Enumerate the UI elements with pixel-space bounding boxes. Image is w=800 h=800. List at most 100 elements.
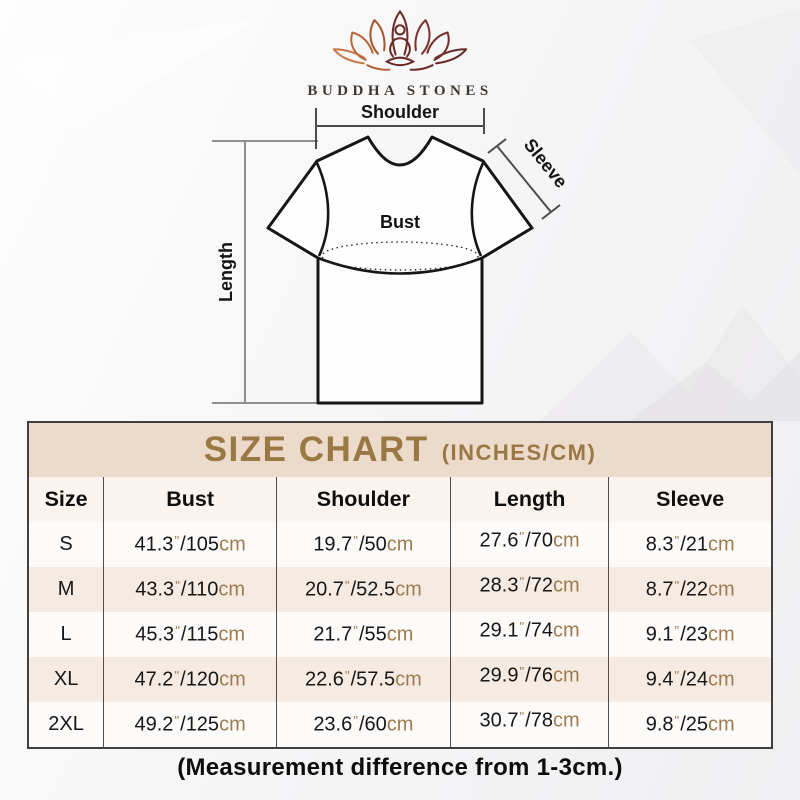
cm-value: 24 [685,668,709,691]
inches-value: 9.8 [645,713,674,736]
measurement: 45.3"/115cm [135,623,245,647]
separator: / [525,619,531,642]
inch-unit: " [174,532,180,548]
cell-2xl-shoulder: 23.6"/60cm [276,702,450,747]
inch-unit: " [519,618,525,634]
measurement: 20.7"/52.5cm [305,578,422,602]
inches-value: 29.9 [479,664,519,687]
separator: / [680,713,686,736]
inches-value: 29.1 [479,619,519,642]
inch-unit: " [519,573,525,589]
cm-unit: cm [386,713,414,736]
measurement: 9.8"/25cm [646,713,735,737]
cell-m-bust: 43.3"/110cm [103,567,277,612]
measurement-tolerance-note: (Measurement difference from 1-3cm.) [177,754,623,781]
column-header-bust: Bust [103,477,277,522]
measurement: 43.3"/110cm [135,578,245,602]
cell-l-length: 29.1"/74cm [449,612,609,657]
cm-value: 55 [364,623,387,646]
cm-unit: cm [708,533,735,556]
measurement: 21.7"/55cm [313,623,413,647]
separator: / [680,623,686,646]
cell-size-s: S [29,522,104,567]
cm-unit: cm [219,668,246,691]
inch-unit: " [519,528,525,544]
cell-size-l: L [29,612,104,657]
cell-xl-length: 29.9"/76cm [449,657,609,702]
inch-unit: " [674,577,680,593]
measurement: 41.3"/105cm [135,533,246,557]
cm-value: 57.5 [356,668,396,691]
cm-value: 78 [530,709,553,732]
inches-value: 45.3 [135,623,175,646]
size-chart-title: SIZE CHART [203,430,429,469]
cm-unit: cm [219,533,246,556]
separator: / [525,574,531,597]
cell-m-sleeve: 8.7"/22cm [608,567,771,612]
cm-unit: cm [552,619,580,642]
cm-unit: cm [386,623,414,646]
column-header-length: Length [449,477,609,522]
separator: / [358,623,365,646]
inches-value: 30.7 [479,709,519,732]
measurement: 47.2"/120cm [135,668,246,692]
cm-value: 70 [530,529,553,552]
tshirt-measurement-diagram: Shoulder Bust Length Sleeve [212,102,571,405]
size-chart-title-units: (INCHES/CM) [441,439,597,465]
measurement: 30.7"/78cm [480,709,580,733]
inch-unit: " [674,622,680,638]
shoulder-measure-line [315,108,485,149]
cell-l-shoulder: 21.7"/55cm [276,612,450,657]
cm-value: 110 [186,578,219,601]
separator: / [180,623,187,646]
cell-2xl-bust: 49.2"/125cm [103,702,277,747]
cell-xl-shoulder: 22.6"/57.5cm [276,657,450,702]
cm-unit: cm [386,533,414,556]
cm-value: 60 [364,713,387,736]
measurement: 9.4"/24cm [646,668,735,692]
cm-value: 105 [185,533,220,556]
separator: / [180,713,186,736]
meditating-figure [384,24,416,67]
cm-value: 25 [685,713,709,736]
cm-unit: cm [552,529,580,552]
inches-value: 49.2 [134,713,174,736]
inch-unit: " [674,667,680,683]
measurement: 29.9"/76cm [480,664,580,688]
cm-unit: cm [218,623,245,646]
measurement: 22.6"/57.5cm [305,668,422,692]
column-header-shoulder: Shoulder [276,477,450,522]
cm-value: 72 [530,574,553,597]
cell-m-shoulder: 20.7"/52.5cm [276,567,450,612]
inches-value: 23.6 [313,713,353,736]
measurement: 28.3"/72cm [480,574,580,598]
separator: / [680,533,686,556]
inches-value: 28.3 [479,574,519,597]
size-table: Size Bust Shoulder Length Sleeve S 41.3"… [29,477,771,747]
measurement: 49.2"/125cm [135,713,246,737]
shoulder-label: Shoulder [361,102,439,122]
cm-value: 52.5 [356,578,396,601]
size-chart-title-bar: SIZE CHART (INCHES/CM) [29,423,771,477]
cm-unit: cm [219,713,246,736]
cell-l-sleeve: 9.1"/23cm [608,612,771,657]
cell-size-2xl: 2XL [29,702,104,747]
cell-2xl-length: 30.7"/78cm [449,702,609,747]
cell-2xl-sleeve: 9.8"/25cm [608,702,771,747]
inch-unit: " [353,532,358,548]
measurement: 23.6"/60cm [313,713,413,737]
inches-value: 20.7 [304,578,344,601]
separator: / [358,713,365,736]
inches-value: 9.4 [645,668,674,691]
cm-unit: cm [708,623,735,646]
inch-unit: " [175,622,180,638]
inches-value: 22.6 [304,668,344,691]
separator: / [180,668,186,691]
separator: / [680,578,686,601]
inches-value: 8.7 [645,578,674,601]
cm-unit: cm [552,574,580,597]
left-armhole-seam [315,162,330,257]
inch-unit: " [344,577,350,593]
inches-value: 41.3 [134,533,174,556]
cell-xl-sleeve: 9.4"/24cm [608,657,771,702]
